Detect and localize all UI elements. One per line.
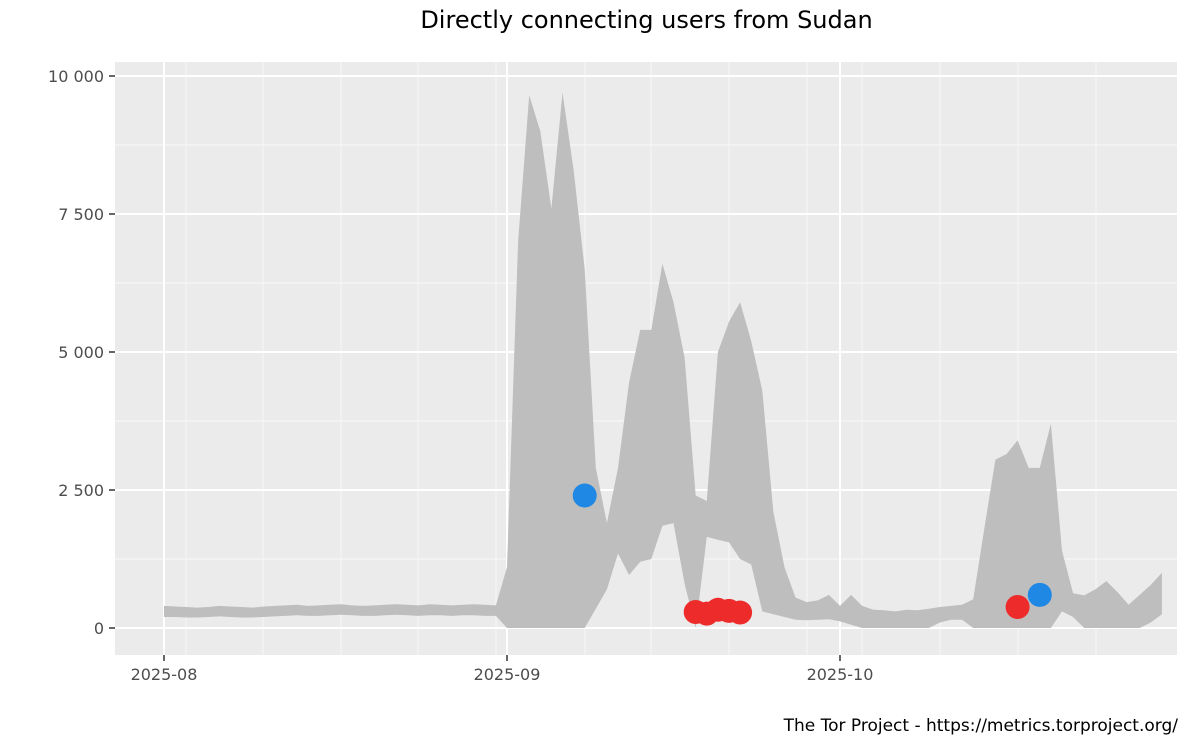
x-tick-label: 2025-10 [807, 665, 874, 684]
y-tick-label: 0 [94, 619, 104, 638]
source-caption: The Tor Project - https://metrics.torpro… [783, 716, 1178, 736]
y-tick-label: 7 500 [58, 205, 104, 224]
downturn-marker [728, 600, 753, 625]
x-tick-label: 2025-08 [131, 665, 198, 684]
upturn-marker [572, 483, 597, 508]
upturn-marker [1027, 582, 1052, 607]
event-markers [572, 483, 1052, 626]
expected-range-ribbon [164, 92, 1162, 629]
y-tick-label: 5 000 [58, 343, 104, 362]
y-axis: 0 2 500 5 000 7 500 10 000 [48, 67, 115, 638]
chart-title: Directly connecting users from Sudan [420, 6, 873, 34]
x-tick-label: 2025-09 [474, 665, 541, 684]
x-axis: 2025-08 2025-09 2025-10 [131, 655, 874, 684]
y-tick-label: 2 500 [58, 481, 104, 500]
downturn-marker [1005, 595, 1030, 620]
y-tick-label: 10 000 [48, 67, 104, 86]
